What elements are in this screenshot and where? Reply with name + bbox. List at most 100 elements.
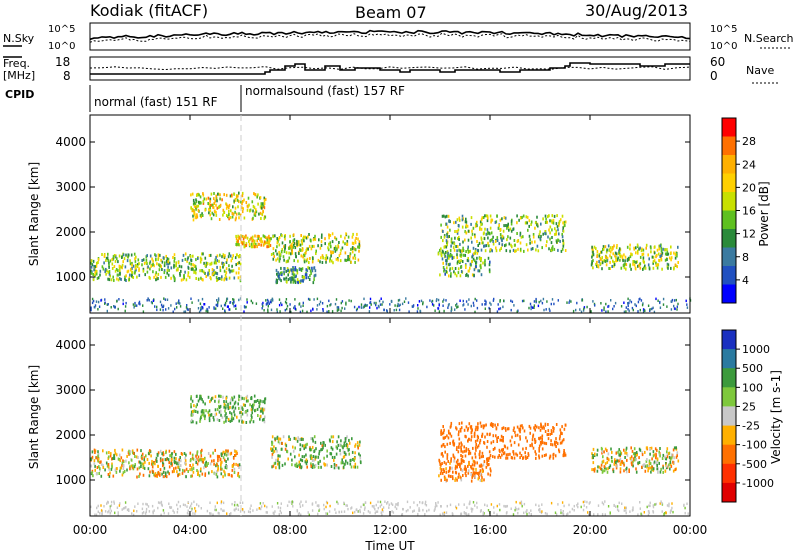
heatmap-cell-power — [275, 280, 277, 284]
heatmap-cell-power — [228, 213, 230, 216]
heatmap-cell-velocity — [112, 474, 115, 478]
heatmap-cell-power — [601, 309, 603, 312]
heatmap-cell-power — [600, 302, 602, 305]
heatmap-cell-velocity — [101, 512, 103, 516]
heatmap-cell-power — [398, 304, 400, 307]
heatmap-cell-power — [336, 309, 339, 312]
heatmap-cell-velocity — [513, 452, 515, 456]
heatmap-cell-power — [156, 308, 158, 312]
heatmap-cell-velocity — [198, 397, 201, 401]
heatmap-cell-velocity — [631, 509, 634, 512]
heatmap-cell-velocity — [90, 505, 92, 509]
heatmap-cell-power — [184, 270, 186, 274]
heatmap-cell-velocity — [160, 500, 163, 504]
heatmap-cell-power — [635, 304, 637, 308]
heatmap-cell-power — [232, 300, 235, 304]
heatmap-cell-power — [227, 305, 229, 308]
heatmap-cell-power — [546, 220, 548, 224]
heatmap-cell-power — [195, 200, 198, 203]
heatmap-cell-velocity — [249, 510, 251, 514]
heatmap-cell-power — [346, 258, 349, 262]
heatmap-cell-power — [500, 236, 502, 240]
heatmap-cell-power — [551, 236, 553, 239]
heatmap-cell-power — [308, 244, 311, 248]
heatmap-cell-power — [412, 304, 415, 307]
heatmap-cell-power — [203, 303, 206, 306]
heatmap-cell-power — [227, 205, 229, 209]
heatmap-cell-velocity — [195, 395, 198, 398]
heatmap-cell-power — [448, 256, 450, 260]
heatmap-cell-power — [250, 245, 253, 249]
heatmap-cell-velocity — [554, 454, 557, 458]
heatmap-cell-velocity — [302, 504, 304, 507]
nsearch-tick-bottom: 10^0 — [710, 41, 737, 52]
heatmap-cell-velocity — [519, 456, 521, 460]
heatmap-cell-velocity — [95, 472, 98, 476]
heatmap-cell-velocity — [317, 455, 320, 459]
heatmap-cell-power — [472, 226, 475, 230]
heatmap-cell-power — [266, 298, 269, 302]
heatmap-cell-power — [557, 228, 559, 232]
heatmap-cell-velocity — [561, 439, 564, 443]
heatmap-cell-velocity — [157, 506, 159, 510]
heatmap-cell-velocity — [518, 507, 520, 511]
heatmap-cell-velocity — [176, 462, 178, 466]
heatmap-cell-velocity — [336, 500, 338, 504]
heatmap-cell-velocity — [622, 461, 625, 465]
heatmap-cell-power — [479, 257, 481, 261]
heatmap-cell-velocity — [310, 454, 312, 458]
heatmap-cell-velocity — [201, 448, 203, 452]
heatmap-cell-velocity — [94, 451, 96, 454]
heatmap-cell-power — [465, 225, 467, 229]
heatmap-cell-velocity — [200, 414, 203, 418]
heatmap-cell-power — [202, 201, 205, 205]
heatmap-cell-power — [627, 307, 629, 311]
heatmap-cell-velocity — [224, 473, 226, 477]
heatmap-cell-power — [216, 279, 218, 282]
heatmap-cell-velocity — [464, 454, 467, 458]
heatmap-cell-power — [216, 303, 219, 306]
heatmap-cell-velocity — [472, 471, 475, 475]
heatmap-cell-velocity — [156, 473, 158, 477]
heatmap-cell-power — [444, 254, 447, 258]
heatmap-cell-velocity — [489, 473, 492, 477]
heatmap-cell-power — [319, 246, 322, 250]
heatmap-cell-power — [630, 300, 633, 304]
heatmap-cell-power — [283, 250, 286, 253]
heatmap-cell-power — [205, 309, 207, 313]
heatmap-cell-velocity — [481, 434, 483, 438]
heatmap-cell-power — [626, 245, 629, 249]
heatmap-cell-power — [375, 303, 377, 307]
heatmap-cell-velocity — [555, 445, 557, 448]
heatmap-cell-velocity — [177, 507, 179, 511]
heatmap-cell-velocity — [280, 502, 282, 505]
heatmap-cell-power — [214, 258, 217, 262]
heatmap-cell-velocity — [195, 454, 197, 458]
heatmap-cell-power — [262, 210, 264, 214]
colorbar-swatch — [722, 406, 736, 426]
heatmap-cell-power — [283, 235, 286, 239]
heatmap-cell-power — [481, 303, 483, 306]
heatmap-cell-power — [559, 239, 561, 243]
heatmap-cell-power — [600, 250, 603, 254]
heatmap-cell-power — [595, 262, 597, 266]
heatmap-cell-power — [246, 298, 248, 301]
heatmap-cell-velocity — [231, 415, 233, 419]
heatmap-cell-velocity — [452, 440, 454, 444]
heatmap-cell-velocity — [473, 471, 476, 475]
heatmap-cell-velocity — [111, 457, 113, 461]
heatmap-cell-velocity — [303, 455, 306, 459]
heatmap-cell-power — [226, 203, 228, 207]
heatmap-cell-velocity — [230, 512, 232, 515]
heatmap-cell-power — [142, 310, 145, 313]
heatmap-cell-velocity — [524, 455, 527, 459]
x-tick-label: 04:00 — [173, 523, 208, 537]
heatmap-cell-power — [305, 259, 308, 263]
heatmap-cell-velocity — [128, 509, 130, 512]
heatmap-cell-power — [307, 247, 309, 251]
heatmap-cell-velocity — [649, 501, 651, 505]
heatmap-cell-power — [243, 198, 245, 202]
heatmap-cell-velocity — [233, 471, 236, 474]
heatmap-cell-power — [196, 194, 198, 197]
heatmap-cell-velocity — [117, 513, 119, 516]
